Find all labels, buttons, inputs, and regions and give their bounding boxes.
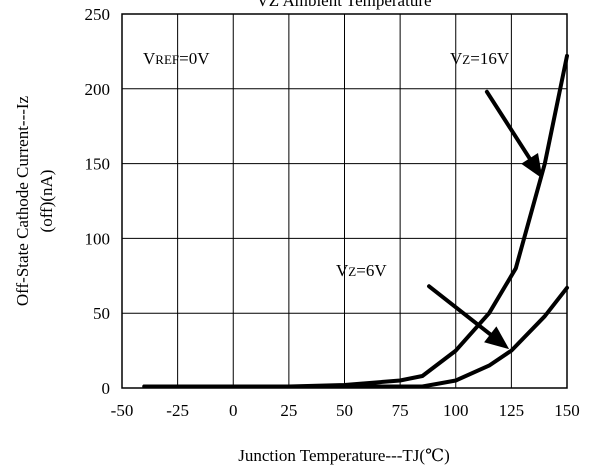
x-tick-label: 100 bbox=[443, 401, 469, 420]
annotation-vz6: VZ=6V bbox=[336, 261, 387, 280]
y-axis-label-line-2: (off)(nA) bbox=[37, 170, 56, 233]
x-tick-label: -50 bbox=[111, 401, 134, 420]
x-tick-label: 125 bbox=[499, 401, 525, 420]
grid bbox=[122, 14, 567, 388]
annotation-vref: VREF=0V bbox=[143, 49, 210, 68]
annotation-arrow-shaft bbox=[484, 89, 532, 161]
chart-title: VZ Ambient Temperature bbox=[256, 0, 431, 10]
y-tick-label: 200 bbox=[85, 80, 111, 99]
y-tick-label: 150 bbox=[85, 155, 111, 174]
annotation-arrow-head bbox=[521, 153, 543, 179]
x-tick-label: 150 bbox=[554, 401, 580, 420]
x-axis-label: Junction Temperature---TJ(℃) bbox=[238, 446, 450, 465]
annotation-vz16: VZ=16V bbox=[450, 49, 510, 68]
x-tick-label: 75 bbox=[392, 401, 409, 420]
y-tick-label: 100 bbox=[85, 229, 111, 248]
x-tick-label: 0 bbox=[229, 401, 238, 420]
series-line-1 bbox=[142, 53, 569, 389]
series-group bbox=[142, 53, 569, 389]
x-tick-label: 50 bbox=[336, 401, 353, 420]
y-tick-label: 50 bbox=[93, 304, 110, 323]
annotation-arrow-head bbox=[484, 326, 510, 350]
annotation-arrow-shaft bbox=[427, 284, 493, 337]
y-axis-ticks: 0 50 100 150 200 250 bbox=[85, 5, 111, 398]
y-tick-label: 250 bbox=[85, 5, 111, 24]
x-tick-label: -25 bbox=[166, 401, 189, 420]
y-axis-label-line-1: Off-State Cathode Current---Iz bbox=[13, 95, 32, 306]
annotation-arrows bbox=[427, 89, 543, 350]
x-tick-label: 25 bbox=[280, 401, 297, 420]
y-tick-label: 0 bbox=[102, 379, 111, 398]
series-line-2 bbox=[142, 285, 569, 389]
x-axis-ticks: -50 -25 0 25 50 75 100 125 150 bbox=[111, 401, 580, 420]
y-axis-label: Off-State Cathode Current---Iz (off)(nA) bbox=[13, 95, 56, 306]
